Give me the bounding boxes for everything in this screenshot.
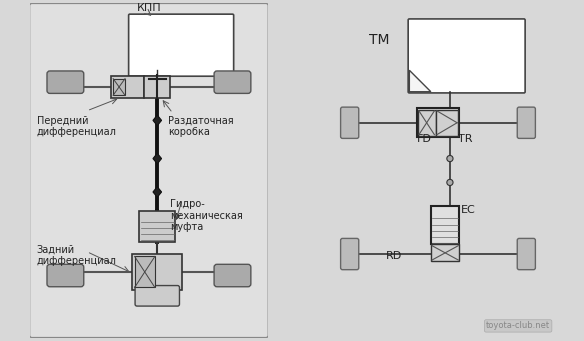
Bar <box>431 244 460 261</box>
Polygon shape <box>153 187 162 197</box>
FancyBboxPatch shape <box>128 14 234 76</box>
Text: Задний
дифференциал: Задний дифференциал <box>37 244 117 266</box>
Circle shape <box>447 155 453 162</box>
Bar <box>144 76 171 98</box>
FancyBboxPatch shape <box>214 264 251 287</box>
Polygon shape <box>409 70 431 92</box>
Text: EC: EC <box>461 206 475 216</box>
Bar <box>134 256 155 287</box>
Bar <box>140 211 175 242</box>
Circle shape <box>447 179 453 186</box>
Polygon shape <box>153 115 162 125</box>
Text: КПП: КПП <box>137 3 162 13</box>
Text: RD: RD <box>385 251 402 261</box>
FancyBboxPatch shape <box>47 264 84 287</box>
Text: Раздаточная
коробка: Раздаточная коробка <box>168 116 234 137</box>
Bar <box>132 254 182 290</box>
Text: Гидро-
механическая
муфта: Гидро- механическая муфта <box>171 199 243 232</box>
Bar <box>113 79 125 95</box>
FancyBboxPatch shape <box>30 3 268 338</box>
FancyBboxPatch shape <box>340 238 359 270</box>
Text: Передний
дифференциал: Передний дифференциал <box>37 116 117 137</box>
Bar <box>431 206 460 244</box>
Text: TM: TM <box>369 33 390 47</box>
Polygon shape <box>153 153 162 164</box>
Bar <box>436 110 458 136</box>
Text: TR: TR <box>458 134 473 144</box>
FancyBboxPatch shape <box>47 71 84 93</box>
Text: toyota-club.net: toyota-club.net <box>486 322 550 330</box>
Bar <box>111 76 144 98</box>
FancyBboxPatch shape <box>517 238 536 270</box>
Bar <box>416 108 460 137</box>
Bar <box>418 110 436 136</box>
Text: FD: FD <box>416 134 432 144</box>
FancyBboxPatch shape <box>517 107 536 138</box>
FancyBboxPatch shape <box>408 19 525 93</box>
FancyBboxPatch shape <box>135 285 179 306</box>
FancyBboxPatch shape <box>214 71 251 93</box>
FancyBboxPatch shape <box>340 107 359 138</box>
